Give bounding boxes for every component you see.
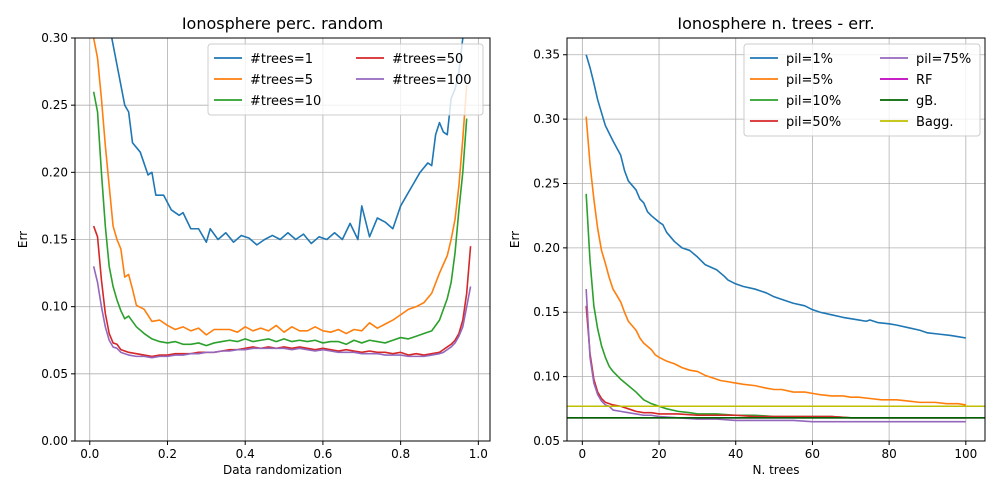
series-group [92, 38, 472, 359]
x-tick-label: 20 [651, 447, 666, 461]
y-tick-label: 0.35 [533, 48, 560, 62]
series-line-1 [585, 54, 966, 339]
x-tick-label: 1.0 [469, 447, 488, 461]
chart-2: 0 20 40 60 80 100 0.05 0.10 0.15 0.20 0.25 0.30 0.35… [508, 14, 986, 477]
legend: pil=1% pil=5% pil=10% pil=50% pil=75% RF gB. Ba… [743, 43, 981, 137]
y-tick-label: 0.15 [533, 305, 560, 319]
series-line-4 [92, 225, 472, 358]
legend-entry: #trees=100 [392, 73, 472, 88]
x-tick-label: 40 [728, 447, 743, 461]
y-tick-label: 0.00 [41, 434, 68, 448]
x-axis-label: Data randomization [223, 463, 342, 477]
x-tick-label: 80 [881, 447, 896, 461]
series-line-5 [92, 266, 472, 359]
y-tick-label: 0.25 [533, 176, 560, 190]
y-tick-label: 0.15 [41, 233, 68, 247]
x-tick-label: 100 [954, 447, 977, 461]
y-tick-label: 0.05 [41, 367, 68, 381]
legend-entry: pil=50% [786, 115, 841, 130]
series-line-3 [92, 91, 468, 347]
y-tick-label: 0.20 [533, 241, 560, 255]
legend-entry: gB. [916, 94, 937, 109]
x-tick-label: 0.0 [80, 447, 99, 461]
chart-title: Ionosphere n. trees - err. [677, 14, 874, 33]
y-tick-label: 0.30 [41, 31, 68, 45]
legend: #trees=1 #trees=5 #trees=10 #trees=50 #trees… [207, 43, 484, 116]
x-tick-label: 0.2 [158, 447, 177, 461]
legend-box [207, 43, 484, 116]
x-tick-label: 0.8 [391, 447, 410, 461]
y-tick-label: 0.05 [533, 434, 560, 448]
y-tick-label: 0.10 [533, 370, 560, 384]
x-tick-label: 0.6 [313, 447, 332, 461]
series-line-2 [92, 38, 468, 336]
chart-title: Ionosphere perc. random [182, 14, 383, 33]
legend-entry: #trees=1 [250, 52, 313, 67]
legend-entry: RF [916, 73, 933, 88]
y-axis-label: Err [16, 231, 30, 248]
x-tick-label: 0.4 [236, 447, 255, 461]
series-group [567, 54, 985, 423]
legend-entry: pil=75% [916, 52, 971, 67]
y-tick-label: 0.30 [533, 112, 560, 126]
x-tick-label: 60 [805, 447, 820, 461]
y-tick-label: 0.25 [41, 98, 68, 112]
legend-entry: #trees=50 [392, 52, 463, 67]
legend-box [743, 43, 981, 137]
x-axis-label: N. trees [753, 463, 800, 477]
legend-entry: #trees=10 [250, 94, 321, 109]
legend-entry: pil=1% [786, 52, 833, 67]
legend-entry: #trees=5 [250, 73, 313, 88]
x-tick-label: 0 [579, 447, 587, 461]
series-line-2 [585, 116, 966, 406]
chart-1: 0.0 0.2 0.4 0.6 0.8 1.0 0.00 0.05 0.10 0.15 0.20 0.… [16, 14, 491, 477]
legend-entry: Bagg. [916, 115, 954, 130]
legend-entry: pil=10% [786, 94, 841, 109]
y-tick-label: 0.10 [41, 300, 68, 314]
y-tick-label: 0.20 [41, 165, 68, 179]
y-axis-label: Err [508, 231, 522, 248]
plot-frame [566, 37, 986, 442]
legend-entry: pil=5% [786, 73, 833, 88]
series-line-1 [110, 38, 464, 246]
